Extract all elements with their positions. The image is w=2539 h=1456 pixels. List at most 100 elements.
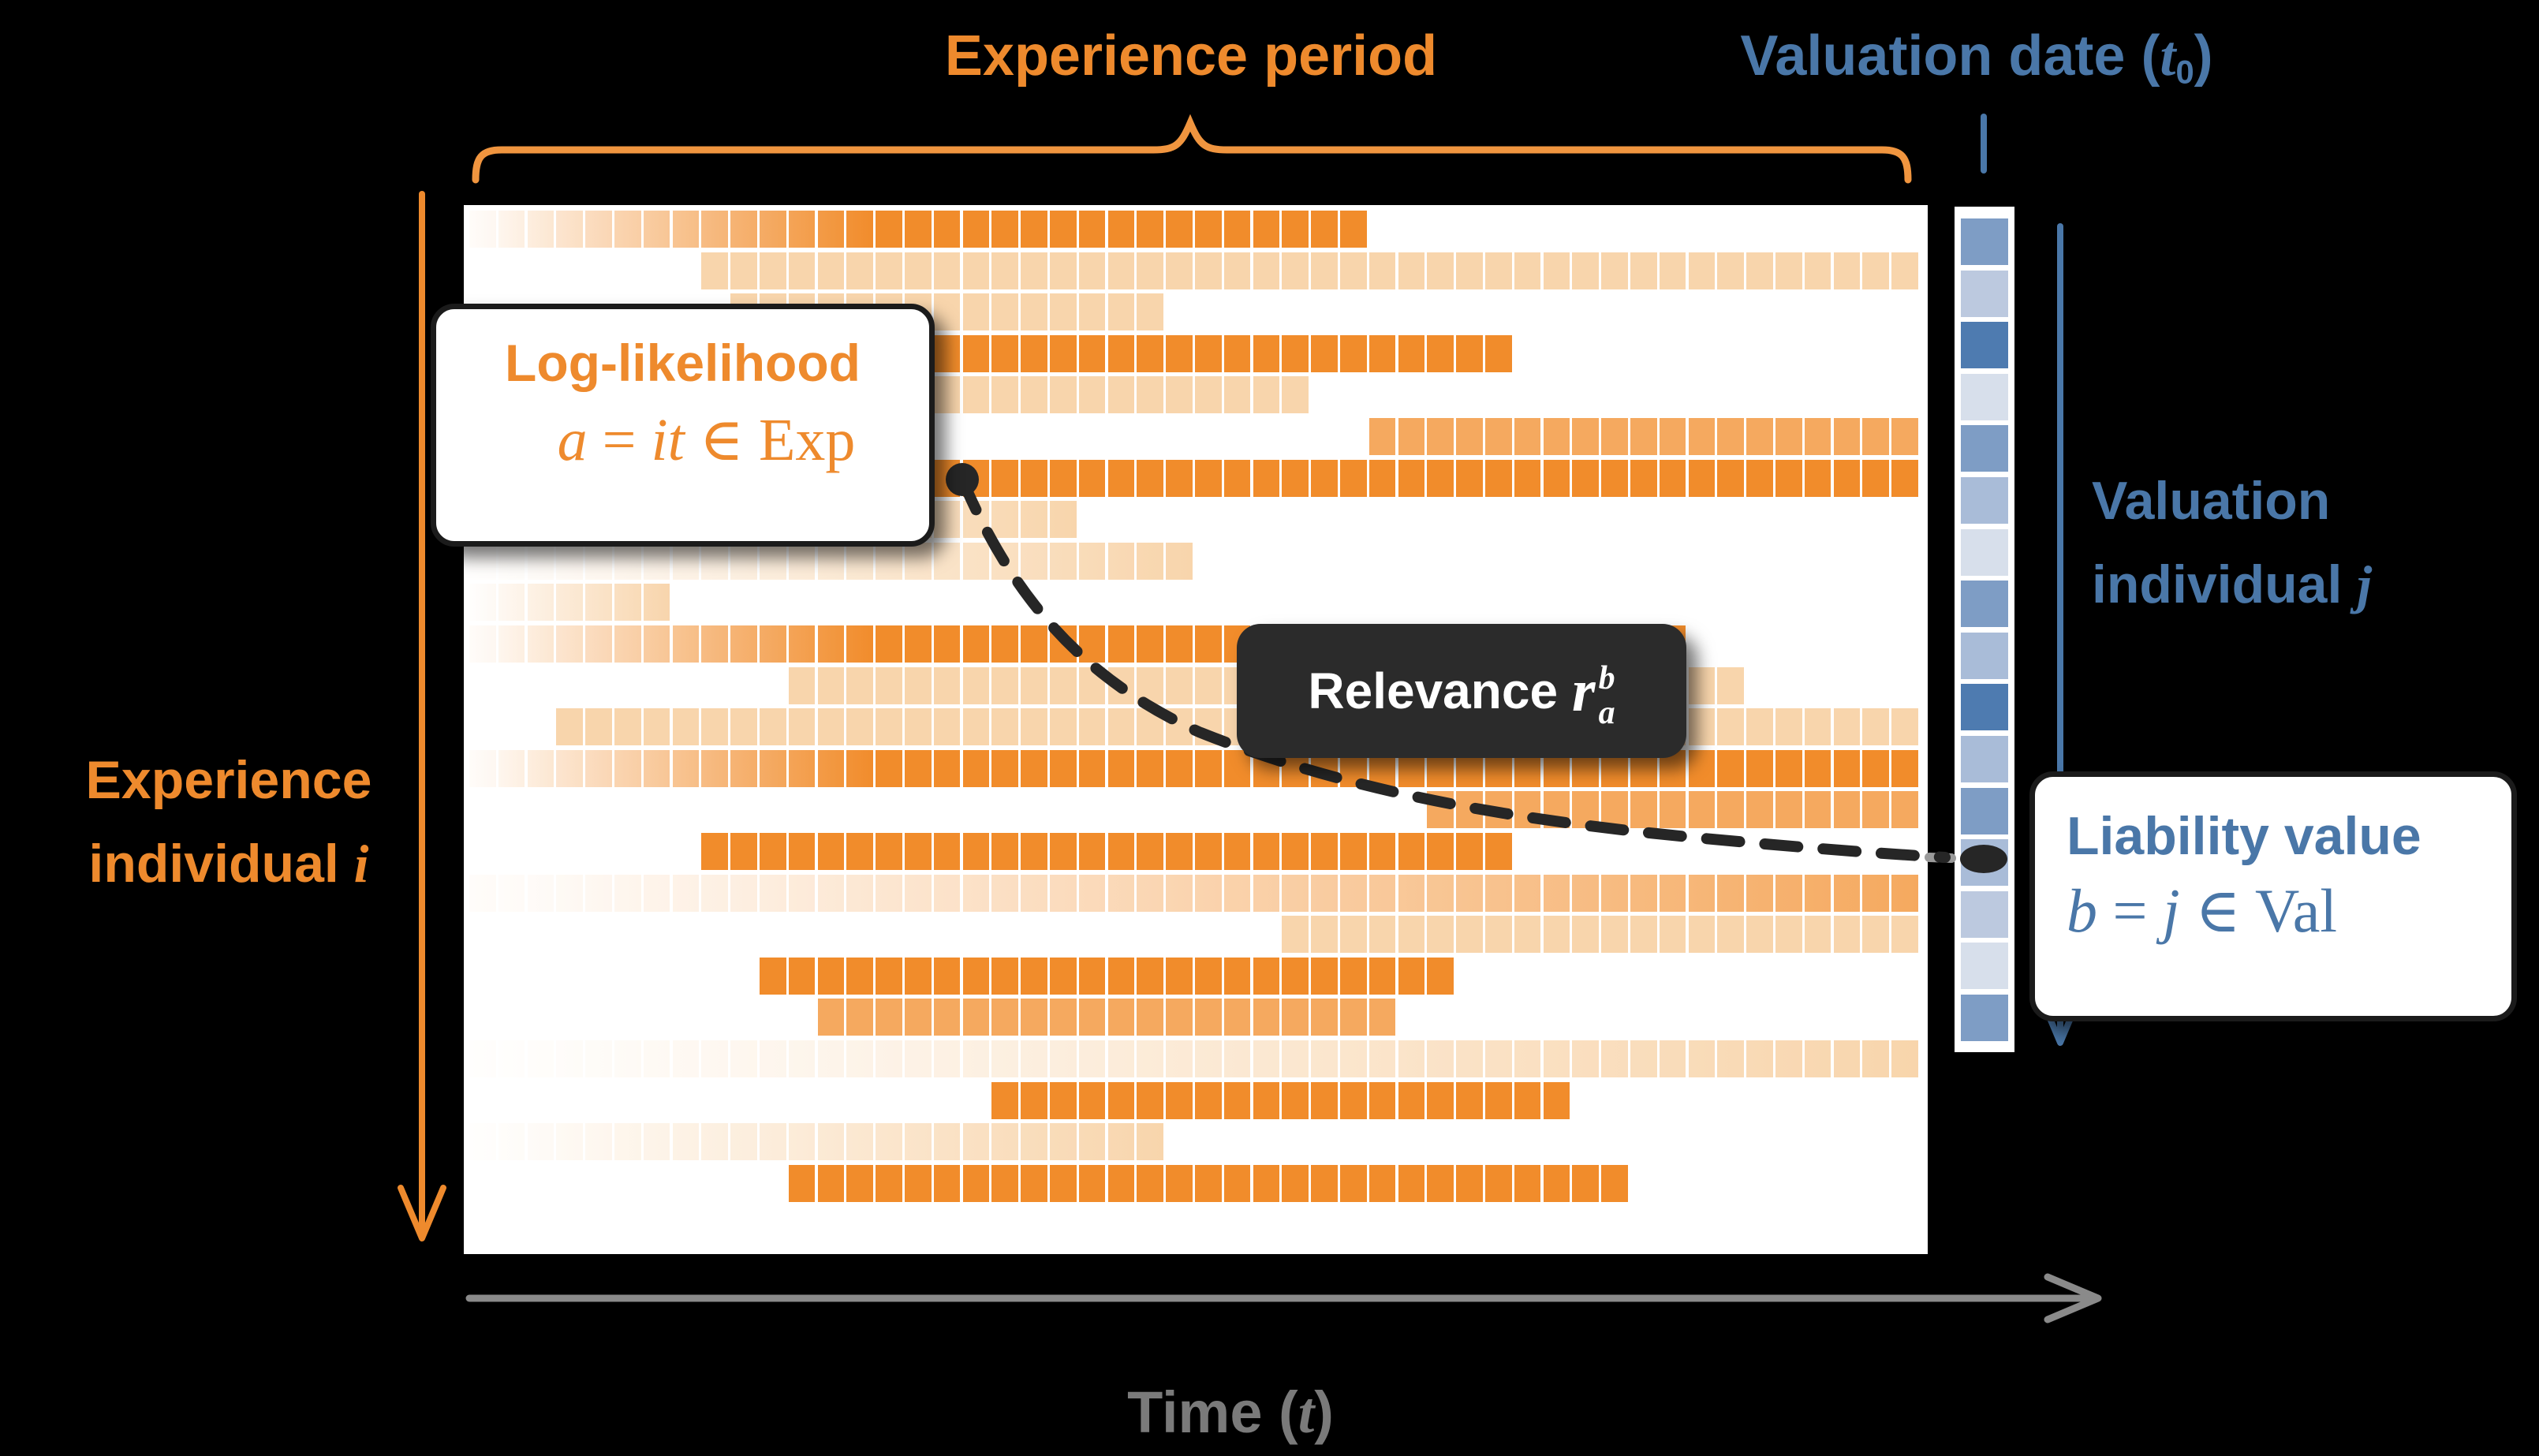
grid-cell bbox=[905, 1123, 932, 1161]
grid-cell bbox=[817, 666, 845, 704]
grid-cell bbox=[498, 874, 525, 912]
grid-cell bbox=[701, 749, 728, 787]
grid-cell bbox=[1021, 501, 1047, 539]
grid-cell bbox=[1485, 1040, 1512, 1077]
grid-cell bbox=[876, 874, 902, 912]
grid-cell bbox=[1485, 1164, 1512, 1202]
experience-individual-arrow-icon bbox=[398, 191, 446, 1241]
grid-cell bbox=[1021, 833, 1047, 870]
experience-individual-line2: individual i bbox=[24, 822, 434, 905]
grid-cell bbox=[1078, 999, 1106, 1036]
grid-cell bbox=[1659, 418, 1686, 455]
grid-cell bbox=[933, 1164, 961, 1202]
grid-cell bbox=[1775, 749, 1802, 787]
grid-cell bbox=[1630, 252, 1657, 289]
grid-cell bbox=[701, 874, 728, 912]
grid-cell bbox=[1223, 749, 1251, 787]
grid-cell bbox=[962, 334, 990, 372]
grid-cell bbox=[1253, 874, 1280, 912]
grid-cell bbox=[585, 542, 612, 580]
liability-callout: Liability value b = j ∈ Val bbox=[2029, 771, 2517, 1021]
liability-title: Liability value bbox=[2067, 806, 2421, 866]
grid-cell bbox=[1601, 252, 1628, 289]
grid-cell bbox=[876, 1040, 902, 1077]
grid-cell bbox=[962, 293, 990, 331]
grid-cell bbox=[1398, 1081, 1425, 1119]
grid-cell bbox=[962, 376, 990, 414]
grid-cell bbox=[1572, 1040, 1599, 1077]
grid-cell bbox=[1107, 334, 1135, 372]
grid-cell bbox=[1050, 376, 1077, 414]
liability-var: j bbox=[2163, 876, 2180, 945]
grid-cell bbox=[1572, 418, 1599, 455]
grid-cell bbox=[614, 542, 641, 580]
grid-cell bbox=[1195, 625, 1222, 663]
grid-cell bbox=[1398, 252, 1425, 289]
grid-cell bbox=[1195, 957, 1222, 995]
grid-cell bbox=[991, 708, 1018, 746]
grid-cell bbox=[469, 211, 496, 248]
grid-cell bbox=[1891, 459, 1918, 497]
grid-cell bbox=[1107, 1040, 1135, 1077]
grid-cell bbox=[730, 542, 757, 580]
grid-cell bbox=[962, 999, 990, 1036]
grid-cell bbox=[905, 211, 932, 248]
grid-cell bbox=[933, 501, 961, 539]
grid-cell bbox=[962, 252, 990, 289]
grid-cell bbox=[1601, 1040, 1628, 1077]
grid-cell bbox=[1659, 916, 1686, 954]
grid-cell bbox=[760, 1123, 786, 1161]
grid-cell bbox=[876, 833, 902, 870]
grid-cell bbox=[1078, 376, 1106, 414]
grid-cell bbox=[1137, 1081, 1163, 1119]
grid-cell bbox=[1804, 791, 1831, 829]
grid-cell bbox=[1311, 459, 1338, 497]
grid-cell bbox=[1195, 1040, 1222, 1077]
grid-cell bbox=[1543, 418, 1570, 455]
grid-cell bbox=[1050, 1040, 1077, 1077]
grid-cell bbox=[1195, 376, 1222, 414]
grid-cell bbox=[556, 211, 583, 248]
grid-cell bbox=[1195, 1081, 1222, 1119]
grid-cell bbox=[1050, 708, 1077, 746]
grid-cell bbox=[585, 625, 612, 663]
grid-cell bbox=[1050, 666, 1077, 704]
grid-cell bbox=[614, 708, 641, 746]
grid-cell bbox=[1833, 708, 1861, 746]
grid-cell bbox=[1340, 874, 1367, 912]
grid-cell bbox=[643, 749, 670, 787]
grid-cell bbox=[1050, 252, 1077, 289]
grid-cell bbox=[1688, 1040, 1716, 1077]
experience-period-brace-icon bbox=[472, 114, 1912, 184]
grid-cell bbox=[1021, 749, 1047, 787]
grid-cell bbox=[1746, 418, 1773, 455]
grid-cell bbox=[1862, 1040, 1889, 1077]
grid-cell bbox=[585, 1123, 612, 1161]
grid-cell bbox=[1630, 916, 1657, 954]
grid-cell bbox=[991, 334, 1018, 372]
grid-cell bbox=[1311, 916, 1338, 954]
grid-cell bbox=[1485, 418, 1512, 455]
valuation-cell bbox=[1961, 943, 2008, 990]
relevance-var: r bbox=[1572, 657, 1596, 724]
grid-cell bbox=[1804, 459, 1831, 497]
grid-cell bbox=[1659, 459, 1686, 497]
grid-cell bbox=[1717, 1040, 1744, 1077]
grid-cell bbox=[469, 1123, 496, 1161]
grid-cell bbox=[933, 293, 961, 331]
grid-cell bbox=[556, 749, 583, 787]
grid-cell bbox=[1107, 376, 1135, 414]
grid-cell bbox=[614, 625, 641, 663]
grid-cell bbox=[1456, 459, 1483, 497]
grid-cell bbox=[846, 874, 873, 912]
grid-cell bbox=[1514, 874, 1541, 912]
grid-cell bbox=[1630, 459, 1657, 497]
grid-cell bbox=[1368, 999, 1396, 1036]
grid-cell bbox=[527, 874, 554, 912]
grid-cell bbox=[1107, 293, 1135, 331]
grid-cell bbox=[1166, 833, 1193, 870]
grid-cell bbox=[1195, 459, 1222, 497]
grid-cell bbox=[1107, 1081, 1135, 1119]
grid-cell bbox=[933, 334, 961, 372]
liability-eq: = bbox=[2097, 876, 2163, 945]
